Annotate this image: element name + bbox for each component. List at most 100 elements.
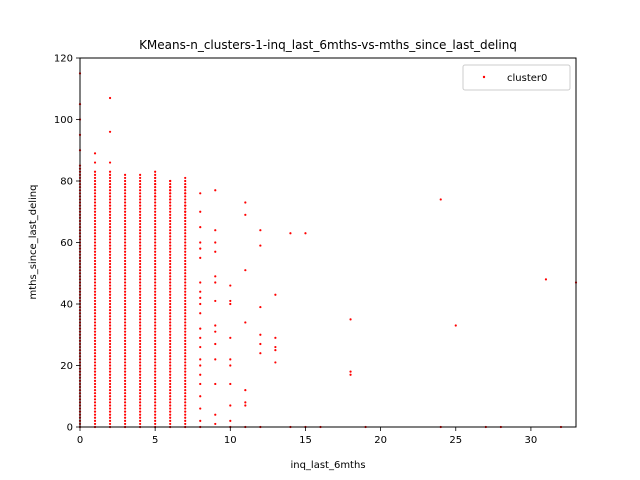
data-point [139, 333, 142, 336]
data-point [169, 416, 172, 419]
data-point [108, 361, 112, 364]
data-point [139, 392, 142, 395]
data-point [108, 398, 112, 401]
data-point [139, 256, 142, 259]
data-point [154, 315, 157, 318]
data-point [108, 290, 112, 293]
data-point [108, 367, 112, 370]
data-point [123, 312, 127, 315]
data-point [108, 373, 112, 376]
chart-title: KMeans-n_clusters-1-inq_last_6mths-vs-mt… [139, 38, 517, 52]
data-point [439, 198, 442, 201]
data-point [139, 216, 142, 219]
data-point [199, 302, 202, 306]
data-point [93, 170, 97, 173]
data-point [108, 358, 112, 361]
data-point [93, 198, 97, 201]
data-point [154, 367, 157, 370]
data-point [139, 213, 142, 216]
data-point [184, 247, 187, 250]
data-point [169, 352, 172, 355]
data-point [154, 256, 157, 259]
data-point [184, 241, 187, 244]
data-point [169, 373, 172, 376]
data-point [184, 189, 187, 192]
data-point [154, 287, 157, 290]
data-point [154, 302, 157, 306]
data-point [214, 250, 217, 253]
data-point [93, 152, 97, 155]
data-point [123, 179, 127, 183]
data-point [154, 272, 157, 275]
data-point [154, 232, 157, 235]
data-point [93, 305, 97, 309]
data-point [214, 358, 217, 361]
data-point [154, 364, 157, 367]
data-point [184, 336, 187, 339]
data-point [139, 410, 142, 413]
data-point [108, 284, 112, 287]
data-point [93, 189, 97, 192]
data-point [139, 327, 142, 330]
data-point [139, 287, 142, 290]
data-point [169, 281, 172, 284]
data-point [154, 192, 157, 195]
x-tick-label: 15 [299, 435, 312, 446]
data-point [93, 235, 97, 238]
data-point [199, 210, 202, 213]
data-point [184, 355, 187, 358]
data-point [184, 293, 187, 296]
data-point [93, 247, 97, 250]
data-point [93, 186, 97, 189]
data-point [199, 281, 202, 284]
data-point [123, 327, 127, 330]
data-point [214, 281, 217, 284]
data-point [108, 247, 112, 250]
data-point [93, 336, 97, 339]
data-point [199, 395, 202, 398]
data-point [123, 389, 127, 392]
data-point [274, 336, 277, 339]
data-point [184, 219, 187, 223]
data-point [123, 376, 127, 379]
data-point [214, 229, 217, 232]
data-point [123, 404, 127, 407]
data-point [123, 296, 127, 299]
data-point [123, 379, 127, 382]
data-point [108, 222, 112, 226]
data-point [108, 192, 112, 195]
data-point [139, 416, 142, 419]
data-point [169, 232, 172, 235]
data-point [184, 278, 187, 281]
data-point [274, 345, 277, 349]
data-point [169, 201, 172, 204]
data-point [93, 312, 97, 315]
data-point [93, 401, 97, 404]
data-point [169, 195, 172, 198]
data-point [244, 201, 247, 204]
data-point [184, 266, 187, 269]
data-point [184, 339, 187, 342]
data-point [123, 259, 127, 263]
data-point [259, 352, 262, 355]
data-point [108, 299, 112, 303]
data-point [169, 302, 172, 306]
data-point [154, 284, 157, 287]
data-point [123, 352, 127, 355]
data-point [139, 367, 142, 370]
data-point [184, 385, 187, 389]
data-point [123, 293, 127, 296]
data-point [154, 179, 157, 183]
data-point [154, 336, 157, 339]
data-point [139, 272, 142, 275]
data-point [214, 330, 217, 333]
data-point [184, 213, 187, 216]
data-point [108, 416, 112, 419]
data-point [93, 315, 97, 318]
data-point [169, 250, 172, 253]
data-point [169, 413, 172, 416]
data-point [184, 176, 187, 180]
data-point [139, 315, 142, 318]
data-point [154, 216, 157, 219]
data-point [184, 376, 187, 379]
